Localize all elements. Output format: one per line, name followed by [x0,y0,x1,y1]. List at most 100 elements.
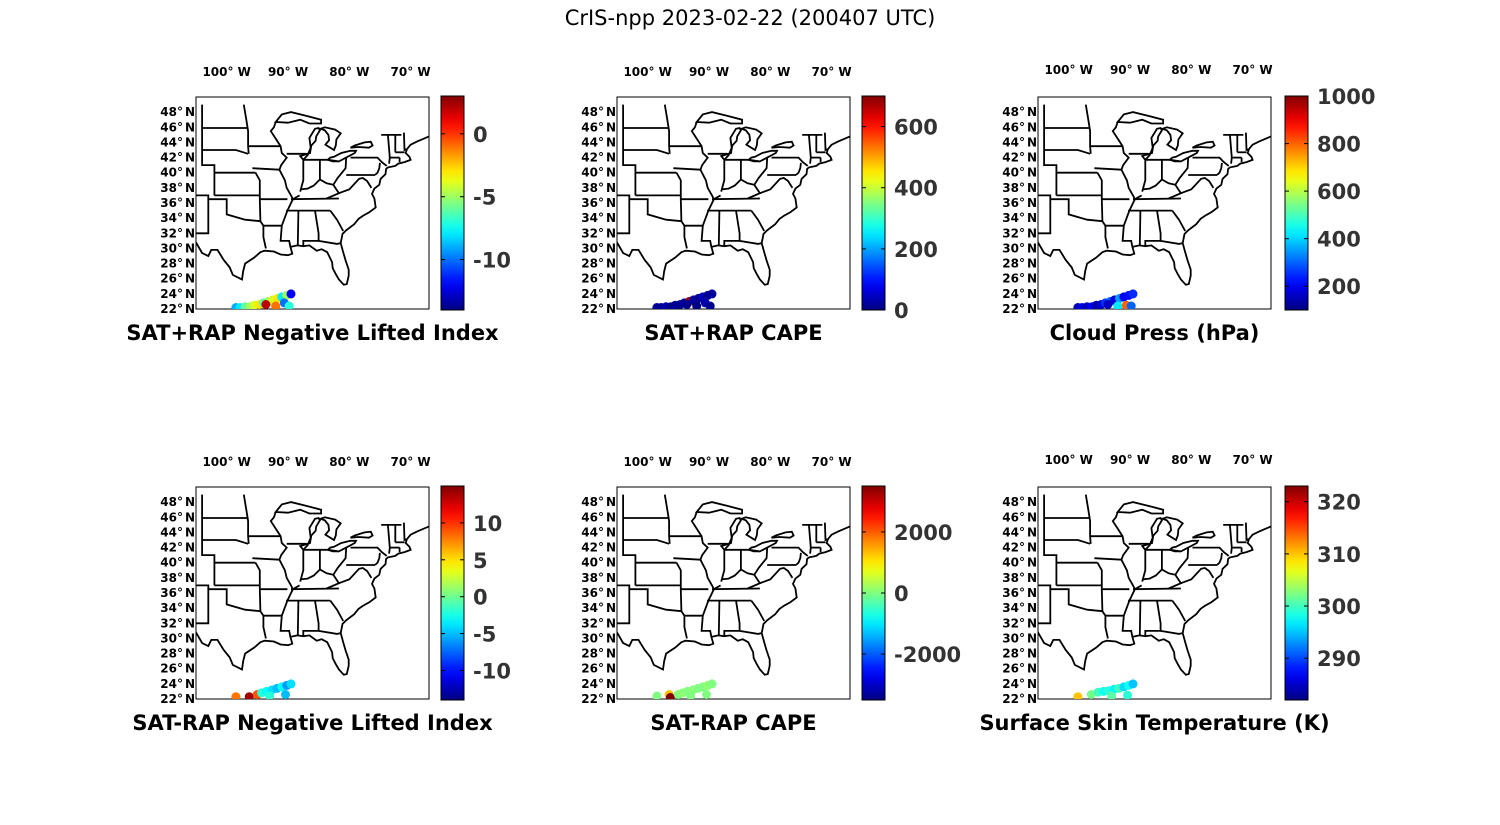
lat-hemisphere-label: N [185,586,195,600]
lat-tick-label: 44° [581,525,604,539]
lat-hemisphere-label: N [606,120,616,134]
colorbar-tick-label: -5 [473,186,496,210]
lat-tick-label: 44° [581,135,604,149]
lat-tick-label: 36° [160,196,183,210]
lat-tick-label: 48° [160,495,183,509]
map-panel-6: 48° N46° N44° N42° N40° N38° N36° N34° N32° N30° N… [979,453,1360,735]
state-line [1141,549,1147,582]
lat-tick-label: 34° [581,211,604,225]
obs-point-12 [686,691,696,699]
lat-tick-label: 30° [160,241,183,255]
state-line [623,149,670,155]
state-boundaries [617,494,850,676]
lat-tick-label: 36° [160,586,183,600]
colorbar-tick-label: -5 [473,623,496,647]
lat-tick-label: 40° [160,556,183,570]
lat-tick-label: 30° [581,241,604,255]
lat-hemisphere-label: N [1027,495,1037,509]
lat-hemisphere-label: N [185,196,195,210]
lat-hemisphere-label: N [185,257,195,271]
lat-hemisphere-label: N [606,181,616,195]
lat-tick-label: 28° [160,647,183,661]
state-line [296,210,300,246]
lat-tick-label: 40° [1002,166,1025,180]
great-lake [771,530,795,539]
observation-points [1073,289,1138,309]
lat-hemisphere-label: N [1027,166,1037,180]
state-line [717,600,721,636]
panel-title: SAT+RAP Negative Lifted Index [126,321,499,345]
lon-tick-label: 70° W [391,65,431,79]
lat-hemisphere-label: N [1027,120,1037,134]
lat-hemisphere-label: N [606,196,616,210]
state-line [720,549,726,582]
lat-hemisphere-label: N [185,135,195,149]
obs-point-10 [1128,679,1138,689]
lat-hemisphere-label: N [1027,135,1037,149]
state-line [201,494,216,586]
lat-hemisphere-label: N [606,525,616,539]
lat-tick-label: 40° [1002,556,1025,570]
state-line [1174,547,1190,576]
lat-hemisphere-label: N [1027,571,1037,585]
great-lake [1159,126,1184,152]
state-line [1141,159,1147,192]
state-line [338,177,373,195]
lat-hemisphere-label: N [185,510,195,524]
colorbar-tick-label: 200 [1317,275,1361,299]
state-line [208,588,261,613]
obs-point-12 [281,690,290,699]
great-lake [1115,501,1164,515]
great-lake [1140,126,1163,162]
state-line [622,494,637,586]
lat-hemisphere-label: N [606,302,616,316]
lat-tick-label: 26° [1002,662,1025,676]
obs-point-15 [271,301,281,309]
obs-point-1 [652,691,662,699]
lon-tick-label: 70° W [391,455,431,469]
obs-point-14 [682,300,692,309]
state-boundaries [617,104,850,286]
lat-hemisphere-label: N [606,510,616,524]
colorbar-tick-label: 2000 [894,521,952,545]
great-lake [1159,516,1184,542]
colorbar-tick-label: 0 [473,586,488,610]
panel-title: SAT+RAP CAPE [644,321,822,345]
lat-hemisphere-label: N [606,495,616,509]
lat-hemisphere-label: N [185,571,195,585]
state-line [338,567,373,585]
state-boundaries [1038,104,1271,286]
state-line [1142,178,1183,200]
state-line [299,549,305,582]
state-line [300,178,341,200]
lon-tick-label: 100° W [202,455,250,469]
observation-points [652,679,717,699]
lat-tick-label: 32° [160,226,183,240]
lat-tick-label: 30° [581,631,604,645]
state-line [771,546,809,557]
state-boundaries [1038,494,1271,676]
coastline [617,135,850,286]
state-line [254,172,267,249]
obs-point-13 [1128,289,1138,299]
lon-tick-label: 100° W [1044,453,1092,467]
colorbar-tick-label: -10 [473,249,511,273]
state-line [1245,522,1249,542]
lat-hemisphere-label: N [1027,302,1037,316]
lat-hemisphere-label: N [1027,647,1037,661]
lat-hemisphere-label: N [185,495,195,509]
lat-hemisphere-label: N [1027,692,1037,706]
lat-hemisphere-label: N [185,105,195,119]
obs-point-11 [265,691,275,699]
great-lake [694,501,743,515]
lat-hemisphere-label: N [606,616,616,630]
state-line [721,178,762,200]
lat-hemisphere-label: N [185,525,195,539]
lat-tick-label: 38° [581,181,604,195]
state-line [1096,562,1109,639]
lat-tick-label: 42° [581,151,604,165]
lat-hemisphere-label: N [1027,510,1037,524]
obs-point-3 [665,693,675,699]
figure-title: CrIS-npp 2023-02-22 (200407 UTC) [564,6,936,30]
colorbar-tick-label: 320 [1317,491,1361,515]
